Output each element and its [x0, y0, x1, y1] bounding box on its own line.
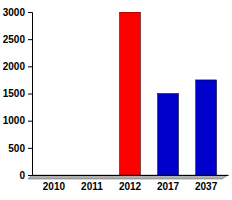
bar [158, 94, 179, 176]
x-axis: 2010 2011 2012 2017 2037 [33, 175, 229, 192]
x-tick-label: 2011 [81, 181, 103, 192]
y-tick-label: 1000 [3, 115, 26, 126]
y-tick: 2500 [3, 34, 32, 45]
x-tick-label: 2010 [43, 181, 66, 192]
y-tick: 0 [19, 170, 32, 181]
x-axis-line [33, 175, 229, 176]
y-tick-mark [28, 12, 32, 13]
bars [120, 12, 217, 175]
y-tick-label: 500 [8, 143, 25, 154]
x-tick: 2037 [195, 175, 218, 192]
plot: 0 500 1000 1500 2000 2500 3000 2010 2011 2012 2017… [3, 7, 229, 192]
y-tick-mark [28, 175, 32, 176]
x-tick-label: 2017 [157, 181, 180, 192]
y-tick-mark [28, 121, 32, 122]
x-tick-label: 2037 [195, 181, 218, 192]
y-tick-label: 2000 [3, 61, 26, 72]
bar [120, 12, 141, 175]
y-tick-label: 3000 [3, 7, 26, 18]
y-tick-mark [28, 39, 32, 40]
x-tick: 2012 [119, 175, 142, 192]
y-axis: 0 500 1000 1500 2000 2500 3000 [3, 7, 33, 181]
y-tick-label: 0 [19, 170, 25, 181]
y-tick: 2000 [3, 61, 32, 72]
y-tick-mark [28, 66, 32, 67]
y-tick: 500 [8, 143, 32, 154]
x-tick: 2010 [43, 175, 66, 192]
bar [196, 80, 217, 175]
chart: 0 500 1000 1500 2000 2500 3000 2010 2011 2012 2017… [0, 0, 232, 200]
bar [81, 175, 102, 176]
floor [28, 175, 228, 179]
y-tick-label: 1500 [3, 88, 26, 99]
x-tick: 2017 [157, 175, 180, 192]
bar [43, 175, 64, 176]
x-tick: 2011 [81, 175, 103, 192]
y-tick-mark [28, 148, 32, 149]
y-tick: 3000 [3, 7, 32, 18]
y-axis-line [28, 13, 33, 176]
y-tick: 1500 [3, 88, 32, 99]
x-tick-label: 2012 [119, 181, 142, 192]
y-tick: 1000 [3, 115, 32, 126]
y-tick-mark [28, 94, 32, 95]
y-tick-label: 2500 [3, 34, 26, 45]
